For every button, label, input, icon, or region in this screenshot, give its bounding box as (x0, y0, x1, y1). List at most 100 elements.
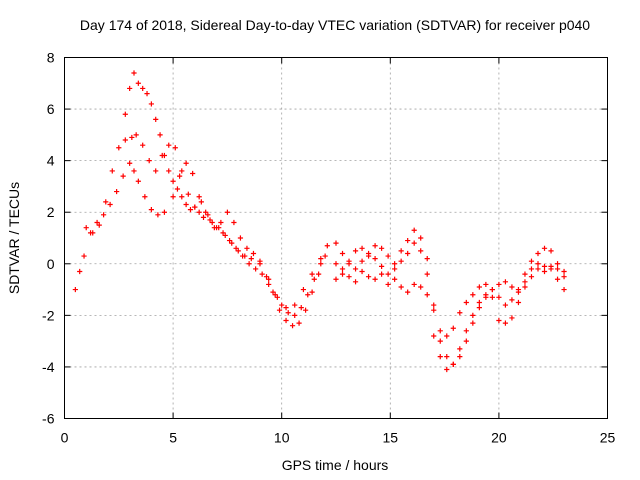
data-point-track-c (144, 91, 150, 97)
data-point-track-a (81, 253, 87, 259)
data-point-track-e (418, 248, 424, 254)
data-point-track-c (127, 85, 133, 92)
data-point-track-d (339, 266, 346, 272)
y-tick-label: -6 (42, 411, 55, 427)
data-point-track-a (142, 194, 148, 200)
data-point-track-f (502, 302, 509, 308)
data-point-track-d (502, 279, 509, 285)
x-tick-label: 20 (491, 430, 507, 446)
data-point-track-e (489, 294, 495, 300)
data-point-track-a (183, 160, 189, 166)
data-point-track-b (116, 145, 122, 151)
data-point-track-d (405, 237, 411, 244)
data-point-track-e (398, 258, 404, 264)
data-point-track-a (190, 170, 196, 177)
data-point-track-f (424, 292, 430, 298)
data-point-track-b (179, 168, 185, 174)
y-tick-label: -4 (42, 359, 55, 375)
data-point-track-b (172, 145, 178, 151)
x-tick-label: 0 (61, 430, 69, 446)
data-point-track-a (177, 173, 183, 179)
data-point-track-c (246, 261, 252, 267)
data-point-track-b (289, 323, 296, 329)
data-point-track-c (259, 271, 265, 277)
data-point-track-d (561, 274, 567, 280)
data-point-track-d (333, 261, 339, 267)
data-point-track-c (187, 207, 194, 213)
y-tick-label: 4 (47, 153, 55, 169)
data-point-track-f (385, 281, 391, 288)
data-point-track-a (100, 212, 107, 218)
data-point-track-e (437, 328, 443, 334)
data-point-track-b (83, 225, 89, 231)
data-point-track-e (379, 263, 385, 269)
data-point-track-f (463, 328, 469, 334)
y-tick-label: 2 (47, 204, 55, 220)
data-point-track-e (365, 253, 372, 259)
data-point-track-d (359, 245, 365, 251)
data-point-track-f (405, 289, 411, 295)
data-point-track-f (496, 294, 502, 300)
data-point-track-e (554, 276, 561, 282)
data-point-track-f (535, 261, 541, 267)
data-point-track-d (457, 354, 463, 360)
data-point-track-e (496, 317, 502, 324)
data-point-track-f (365, 274, 372, 280)
data-point-track-f (437, 354, 443, 360)
data-point-track-e (463, 299, 469, 306)
data-point-track-b (263, 274, 270, 280)
data-point-track-e (352, 266, 359, 272)
data-point-track-a (196, 194, 202, 200)
data-point-track-c (135, 80, 141, 86)
chart-title: Day 174 of 2018, Sidereal Day-to-day VTE… (80, 17, 590, 33)
data-point-track-a (107, 201, 113, 208)
data-point-track-d (437, 338, 443, 344)
data-point-track-a (155, 212, 161, 218)
data-point-track-f (352, 279, 359, 285)
axis-ticks: 0 5 10 15 20 25 -6 -4 -2 0 2 4 6 8 (42, 50, 615, 446)
data-point-track-f (541, 268, 548, 275)
data-point-track-c (131, 70, 137, 76)
data-point-track-b (140, 142, 146, 148)
y-tick-label: 0 (47, 256, 55, 272)
data-point-track-a (135, 178, 141, 184)
data-point-track-e (339, 250, 346, 257)
data-point-track-e (411, 240, 417, 246)
data-point-track-b (96, 222, 102, 228)
data-point-track-b (218, 219, 224, 226)
data-point-track-e (372, 256, 378, 262)
data-point-track-a (161, 209, 168, 215)
data-point-track-b (257, 258, 263, 264)
data-point-track-e (470, 292, 476, 298)
x-axis-label: GPS time / hours (282, 457, 389, 473)
data-point-track-d (548, 248, 554, 254)
data-point-track-e (515, 299, 522, 306)
data-point-track-d (554, 261, 561, 267)
data-point-track-e (405, 250, 411, 257)
data-point-track-c (285, 310, 291, 316)
data-point-track-a (318, 256, 324, 262)
data-point-track-b (224, 209, 230, 215)
data-point-track-f (476, 299, 482, 306)
data-point-track-c (153, 116, 159, 122)
data-point-track-a (248, 256, 254, 262)
data-point-track-e (346, 261, 352, 267)
data-point-track-d (431, 302, 437, 308)
data-point-track-d (418, 235, 424, 241)
data-point-track-c (305, 292, 311, 298)
data-point-track-d (463, 338, 469, 344)
data-point-track-f (431, 333, 437, 339)
data-point-track-d (372, 243, 378, 249)
data-point-track-a (127, 160, 133, 166)
data-point-track-c (220, 230, 226, 236)
data-point-track-f (457, 346, 463, 352)
data-point-track-e (509, 315, 515, 321)
data-point-track-a (324, 243, 330, 249)
data-point-track-c (207, 217, 213, 223)
data-point-track-e (450, 325, 456, 331)
data-point-track-c (292, 312, 298, 318)
data-point-track-f (528, 266, 535, 272)
data-point-track-b (109, 168, 115, 174)
data-point-track-d (541, 245, 548, 251)
